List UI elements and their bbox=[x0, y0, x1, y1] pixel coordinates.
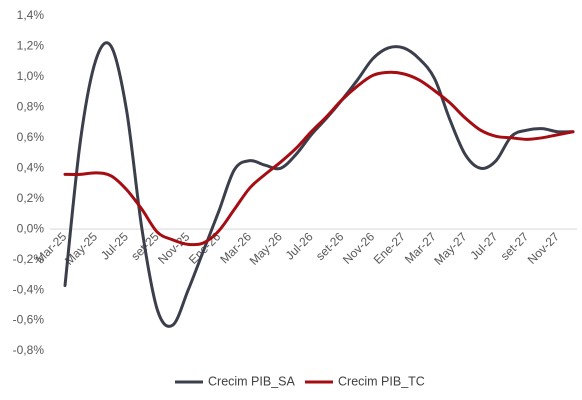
x-tick-label: Jul-26 bbox=[283, 229, 316, 262]
legend-label: Crecim PIB_SA bbox=[208, 374, 295, 388]
y-tick-label: 1,0% bbox=[17, 69, 45, 83]
y-tick-label: 0,8% bbox=[17, 100, 45, 114]
y-tick-label: 0,6% bbox=[17, 130, 45, 144]
y-tick-label: 0,2% bbox=[17, 191, 45, 205]
x-tick-label: Jul-25 bbox=[98, 229, 131, 262]
y-tick-label: -0,8% bbox=[13, 343, 45, 357]
y-tick-label: 1,4% bbox=[17, 8, 45, 22]
x-tick-label: Ene-27 bbox=[371, 229, 408, 266]
line-series bbox=[63, 70, 575, 247]
y-tick-label: 1,2% bbox=[17, 39, 45, 53]
x-tick-label: Nov-27 bbox=[525, 229, 562, 266]
x-tick-label: Jul-27 bbox=[467, 229, 500, 262]
x-tick-label: May-27 bbox=[431, 229, 469, 267]
y-tick-label: -0,6% bbox=[13, 313, 45, 327]
legend: Crecim PIB_SA Crecim PIB_TC bbox=[175, 374, 425, 388]
y-tick-label: -0,4% bbox=[13, 282, 45, 296]
y-tick-label: 0,0% bbox=[17, 221, 45, 235]
y-tick-label: 0,4% bbox=[17, 160, 45, 174]
x-tick-label: Nov-26 bbox=[340, 229, 377, 266]
line-series bbox=[63, 41, 575, 328]
x-tick-label: May-26 bbox=[247, 229, 285, 267]
y-tick-label: -0,2% bbox=[13, 252, 45, 266]
legend-label: Crecim PIB_TC bbox=[338, 374, 425, 388]
